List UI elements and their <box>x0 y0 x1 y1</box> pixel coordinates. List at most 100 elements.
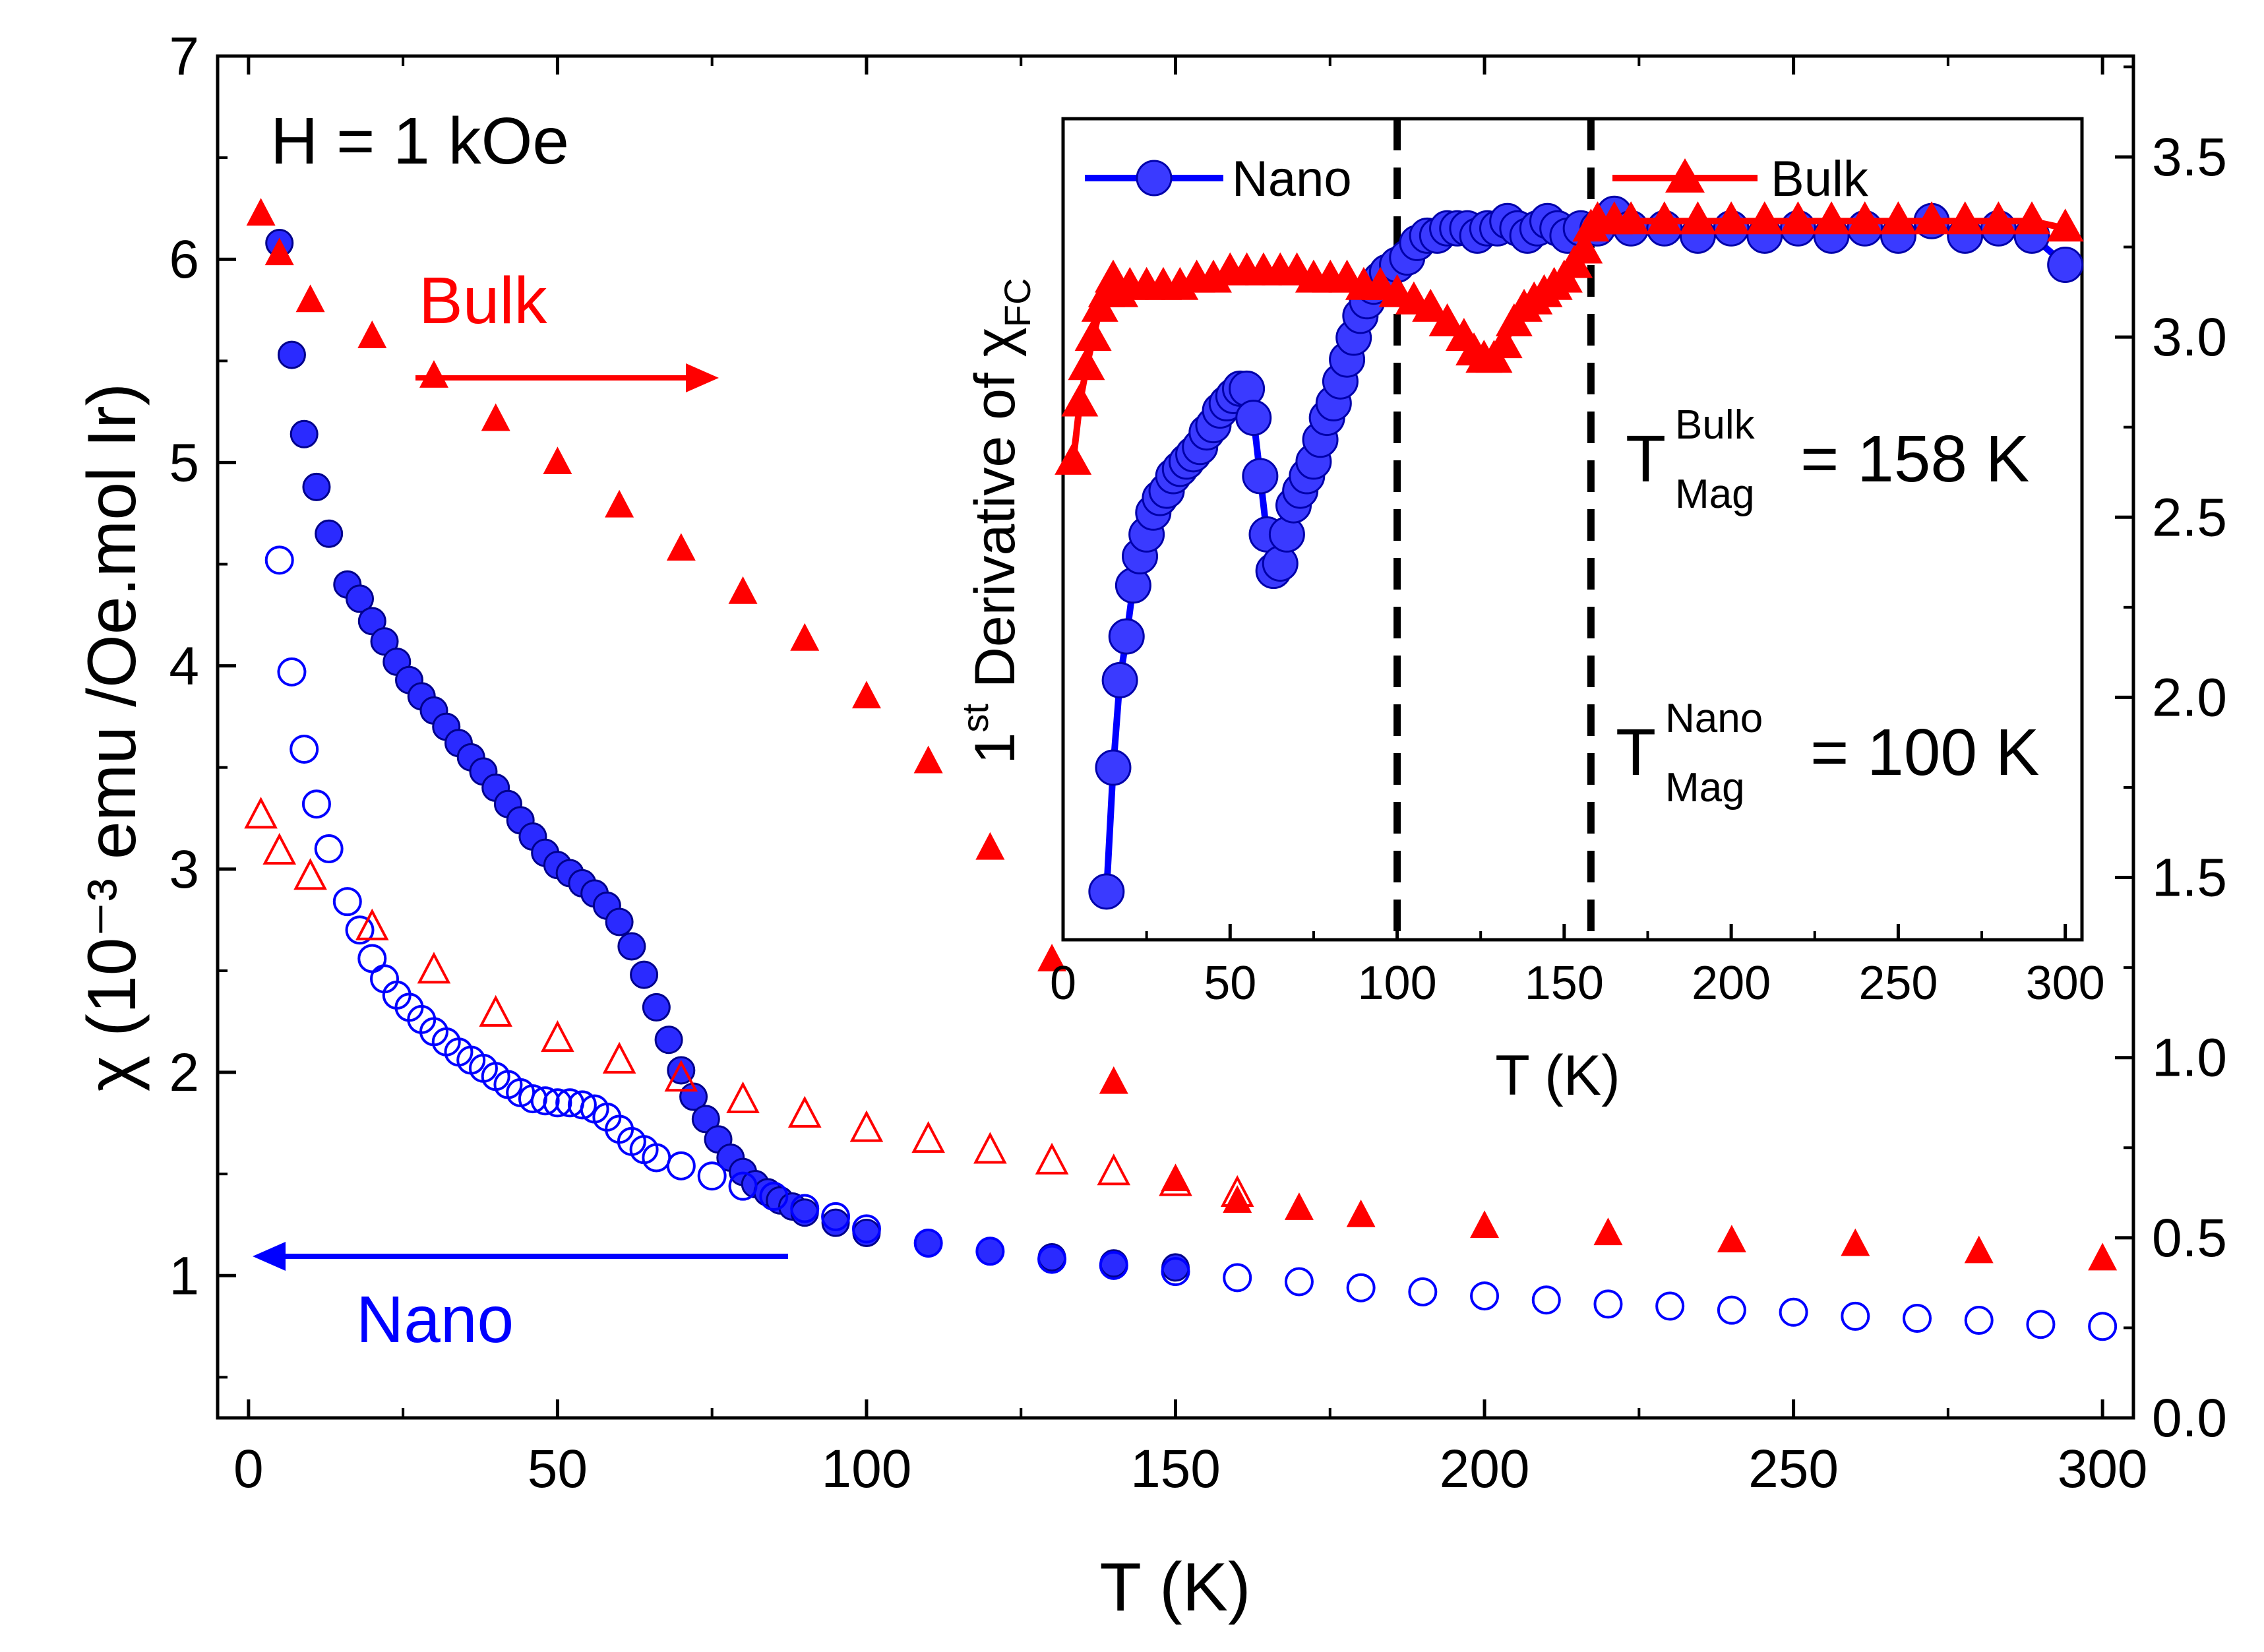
main-y-right-tick-label: 0.5 <box>2152 1208 2227 1268</box>
main-data-point <box>697 1161 727 1191</box>
svg-text:T: T <box>1626 422 1666 496</box>
inset-data-point <box>1088 873 1125 910</box>
inset-data-point <box>1061 383 1099 417</box>
main-data-point <box>851 1214 881 1244</box>
main-y-right-tick-label: 3.0 <box>2152 307 2227 367</box>
inset-series <box>1055 195 2084 910</box>
main-data-point <box>759 1182 789 1211</box>
inset-y-title-text: Derivative of χ <box>964 327 1027 704</box>
main-data-point <box>1346 1199 1376 1227</box>
main-x-tick-label: 100 <box>822 1439 912 1499</box>
inset-data-point <box>1055 441 1092 475</box>
inset-vlines <box>1393 119 1595 940</box>
main-y-right-tick-label: 1.5 <box>2152 848 2227 908</box>
main-data-point <box>419 360 448 388</box>
main-data-point <box>264 545 294 575</box>
main-data-point <box>1099 1066 1128 1094</box>
nano-T-sup: Nano <box>1665 696 1763 741</box>
inset-x-tick-label: 150 <box>1525 957 1604 1010</box>
main-data-point <box>1408 1277 1438 1306</box>
main-data-point <box>417 952 451 984</box>
inset-data-point <box>1713 201 1750 235</box>
main-data-point <box>1717 1295 1746 1325</box>
main-data-point <box>2088 1312 2118 1341</box>
inset-data-point <box>1679 201 1717 235</box>
inset-bulk-temperature-label: T Bulk Mag = 158 K <box>1626 402 2030 517</box>
main-data-point <box>246 198 276 226</box>
main-data-point <box>370 627 399 656</box>
inset-data-point <box>1612 201 1650 235</box>
main-data-point <box>1841 1301 1870 1331</box>
legend-bulk-label: Bulk <box>1771 151 1869 207</box>
bulk-annotation: Bulk <box>419 264 548 338</box>
main-data-point <box>2026 1310 2056 1339</box>
main-data-point <box>642 993 671 1022</box>
main-data-point <box>728 576 758 604</box>
main-series-open-circle <box>264 545 2118 1341</box>
nano-arrow <box>253 1242 788 1271</box>
inset-data-point <box>1813 201 1851 235</box>
main-data-point <box>666 1151 696 1180</box>
main-data-point <box>541 1020 574 1053</box>
main-data-point <box>691 1105 720 1134</box>
main-data-point <box>1035 1142 1069 1175</box>
main-data-point <box>314 834 344 864</box>
inset-data-point <box>1095 749 1132 786</box>
inset-data-point <box>1880 201 1917 235</box>
main-data-point <box>345 915 375 945</box>
main-data-point <box>728 1171 758 1201</box>
main-data-point <box>1593 1289 1623 1319</box>
main-data-point <box>913 745 943 774</box>
main-data-point <box>1841 1228 1870 1256</box>
main-data-point <box>530 1086 560 1116</box>
main-series-filled-triangle <box>246 198 2118 1271</box>
main-x-tick-label: 0 <box>233 1439 264 1499</box>
inset-nano-temperature-label: T Nano Mag = 100 K <box>1616 696 2040 811</box>
main-data-point <box>479 994 513 1027</box>
main-y-left-tick-label: 3 <box>169 840 199 900</box>
main-data-point <box>1223 1263 1252 1293</box>
main-data-point <box>605 489 634 518</box>
main-data-point <box>1470 1281 1500 1311</box>
main-data-point <box>630 960 659 989</box>
main-data-point <box>543 446 572 475</box>
main-data-point <box>357 607 386 636</box>
main-data-point <box>911 1120 945 1153</box>
main-data-point <box>543 1088 572 1118</box>
inset-y-title-base: 1 <box>964 733 1027 764</box>
main-y-right-tick-label: 2.5 <box>2152 487 2227 547</box>
main-y-left-tick-label: 6 <box>169 229 199 290</box>
main-data-point <box>1964 1306 1994 1335</box>
main-data-point <box>277 340 306 369</box>
main-data-point <box>1531 1285 1561 1315</box>
main-data-point <box>851 681 881 709</box>
main-data-point <box>1284 1192 1314 1220</box>
main-data-point <box>481 403 510 431</box>
inset-data-point <box>1485 325 1523 359</box>
main-data-point <box>1161 1257 1190 1287</box>
main-y-left-tick-label: 4 <box>169 636 199 696</box>
main-data-point <box>1037 944 1067 971</box>
main-data-point <box>332 887 362 917</box>
main-data-point <box>787 1095 822 1128</box>
main-data-point <box>1161 1163 1190 1192</box>
main-y-right-tick-label: 2.0 <box>2152 667 2227 727</box>
inset-x-tick-label: 300 <box>2026 957 2105 1010</box>
nano-T-value: = 100 K <box>1810 716 2040 789</box>
inset-x-tick-label: 250 <box>1858 957 1938 1010</box>
inset-data-point <box>1428 303 1466 336</box>
inset-data-point <box>1913 201 1951 235</box>
inset-data-point <box>2013 201 2051 235</box>
main-data-point <box>1470 1210 1500 1239</box>
main-y-right-tick-label: 0.0 <box>2152 1388 2227 1448</box>
main-data-point <box>346 584 375 613</box>
main-data-point <box>1220 1175 1254 1208</box>
inset-data-point <box>1068 347 1105 381</box>
inset-x-tick-label: 200 <box>1692 957 1771 1010</box>
main-data-point <box>913 1228 943 1258</box>
main-x-tick-label: 50 <box>528 1439 588 1499</box>
inset-data-point <box>1412 288 1450 322</box>
inset-data-point <box>1566 230 1603 264</box>
main-data-point <box>975 832 1005 860</box>
